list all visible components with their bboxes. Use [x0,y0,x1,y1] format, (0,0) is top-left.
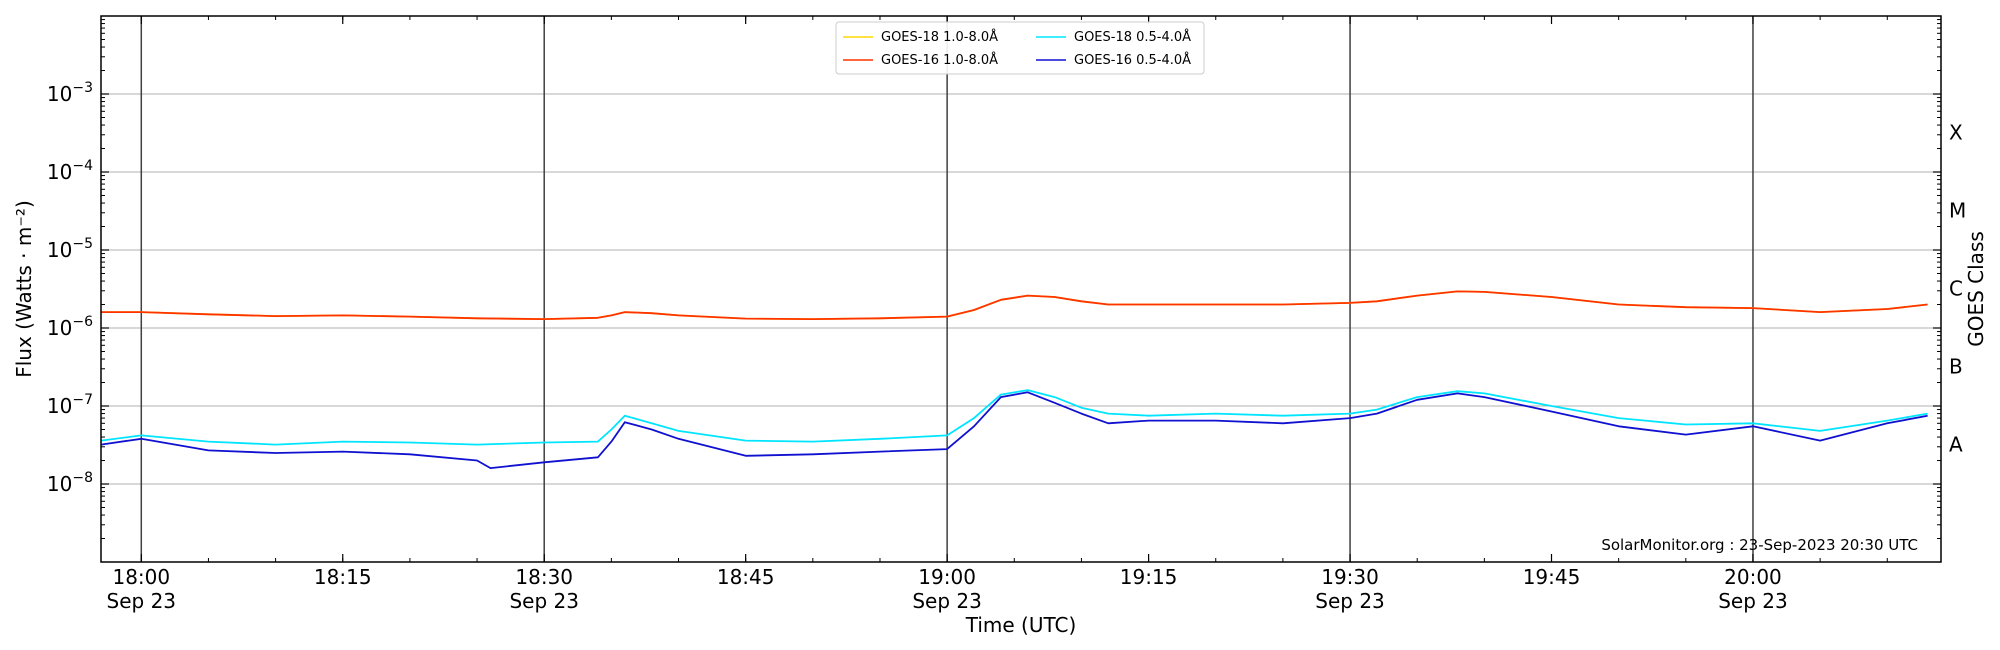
goes-class-label-C: C [1949,277,1963,301]
source-annotation: SolarMonitor.org : 23-Sep-2023 20:30 UTC [1601,536,1918,554]
series-line-1 [101,290,1928,321]
x-tick-label: 18:45 [717,565,775,589]
x-tick-sublabel: Sep 23 [1315,589,1385,613]
series-lines [100,290,1928,470]
goes-class-labels: X M C B A [1949,121,1966,457]
x-tick-label: 18:15 [314,565,372,589]
x-tick-label: 18:00 [112,565,170,589]
x-tick-sublabel: Sep 23 [107,589,177,613]
legend-label-goes18-short: GOES-18 0.5-4.0Å [1074,29,1191,45]
goes-class-label-X: X [1949,121,1963,145]
y-tick-label: 10−3 [47,80,93,106]
legend-label-goes18-long: GOES-18 1.0-8.0Å [881,29,998,45]
x-tick-sublabel: Sep 23 [912,589,982,613]
axis-ticks [101,16,1941,562]
legend-label-goes16-short: GOES-16 0.5-4.0Å [1074,52,1191,68]
horizontal-grid [101,93,1941,485]
y-axis-title: Flux (Watts · m⁻²) [12,200,36,378]
legend-box [835,21,1205,75]
x-axis-title: Time (UTC) [965,613,1077,637]
x-tick-sublabel: Sep 23 [1718,589,1788,613]
x-tick-label: 19:45 [1523,565,1581,589]
y-tick-label: 10−5 [47,236,93,262]
x-tick-label: 19:30 [1321,565,1379,589]
y-tick-label: 10−7 [47,392,93,418]
x-tick-label: 19:15 [1120,565,1178,589]
legend: GOES-18 1.0-8.0Å GOES-16 1.0-8.0Å GOES-1… [835,21,1205,75]
goes-class-label-B: B [1949,355,1963,379]
y2-axis-title: GOES Class [1964,231,1988,347]
day-hour-markers [140,16,1754,562]
x-tick-sublabel: Sep 23 [509,589,579,613]
y-tick-label: 10−6 [47,314,93,340]
goes-class-label-A: A [1949,433,1963,457]
legend-label-goes16-long: GOES-16 1.0-8.0Å [881,52,998,68]
y-tick-labels: 10−3 10−4 10−5 10−6 10−7 10−8 [47,80,93,496]
y-tick-label: 10−8 [47,470,93,496]
x-tick-label: 20:00 [1724,565,1782,589]
goes-class-label-M: M [1949,199,1966,223]
plot-frame [100,15,1942,563]
y-tick-label: 10−4 [47,158,93,184]
x-tick-label: 19:00 [918,565,976,589]
series-line-2 [100,389,1928,446]
x-tick-label: 18:30 [515,565,573,589]
series-line-3 [100,391,1928,470]
